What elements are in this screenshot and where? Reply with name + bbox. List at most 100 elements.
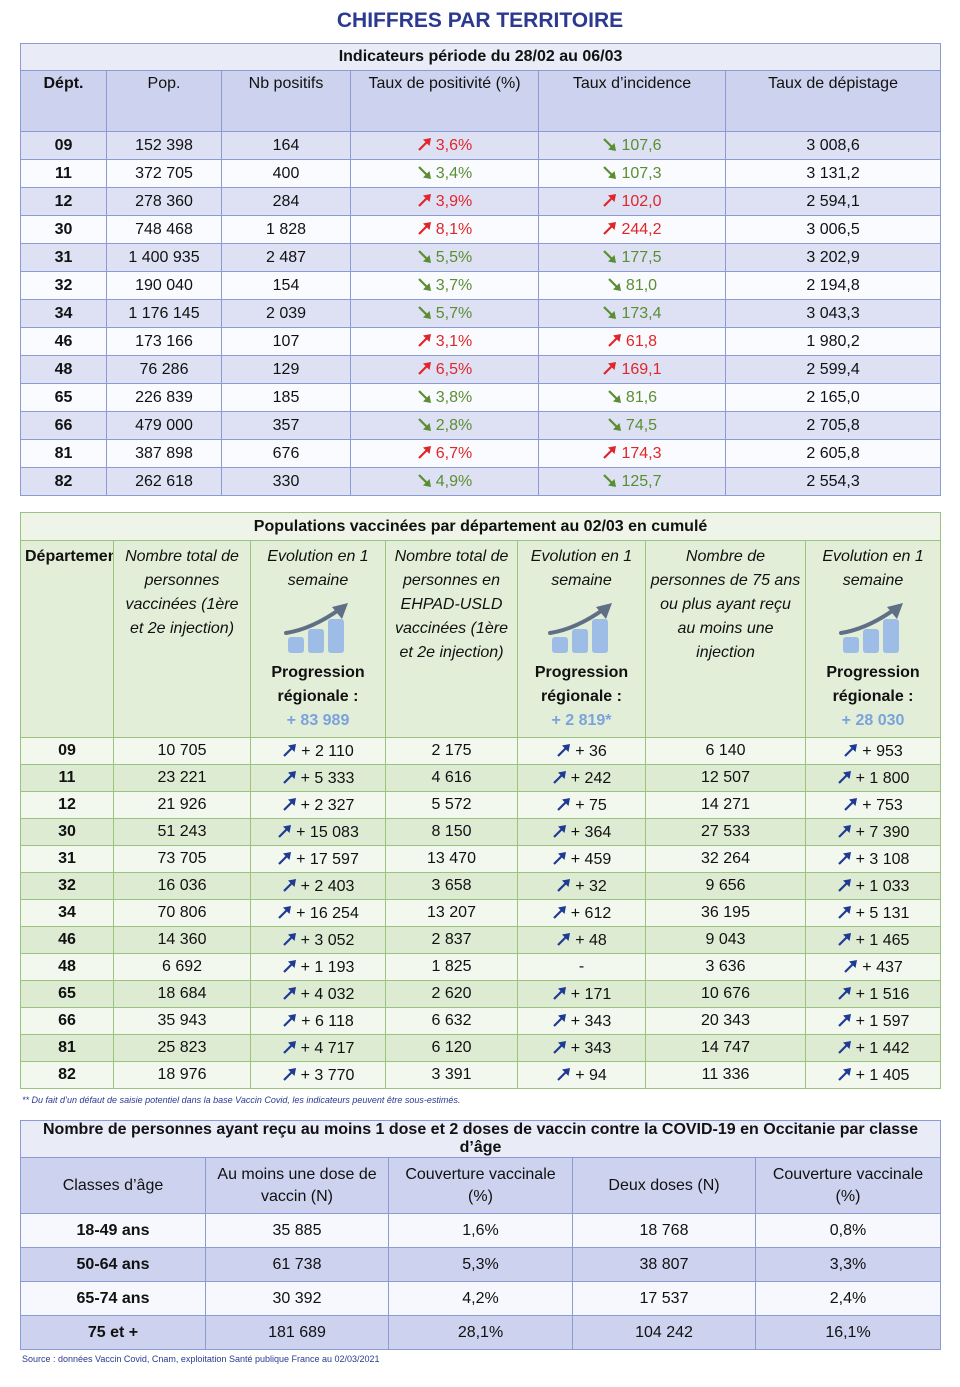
cell: 4 616: [385, 764, 518, 792]
cell-value: 74,5: [625, 417, 658, 434]
cell: 10 705: [113, 737, 251, 765]
trend-arrow: [282, 986, 296, 1000]
progress-icon: [284, 603, 348, 653]
cell: 8 150: [385, 818, 518, 846]
title: CHIFFRES PAR TERRITOIRE: [336, 9, 624, 32]
trend-arrow: [552, 851, 566, 865]
cell: 09: [20, 131, 107, 160]
cell: 5,3%: [388, 1247, 573, 1282]
data-row: 32 16 036 + 2 403 3 658 + 32 9 656 + 1 033: [20, 872, 942, 900]
cell: 125,7: [538, 467, 726, 496]
cell-value: 3,6%: [435, 137, 473, 154]
trend-arrow: [417, 334, 431, 347]
cell: 174,3: [538, 439, 726, 468]
cell: 107: [221, 327, 351, 356]
cell: 32: [20, 271, 107, 300]
cell-value: 6,5%: [435, 361, 473, 378]
trend-arrow: [608, 334, 621, 347]
cell-value: 177,5: [621, 249, 662, 266]
cell: + 612: [517, 899, 646, 927]
cell: 2 599,4: [724, 355, 942, 384]
cell: 30 392: [205, 1281, 389, 1316]
cell: 81,6: [538, 383, 726, 412]
cell: 48: [20, 953, 114, 981]
cell-value: 8,1%: [435, 221, 473, 238]
source: Source : données Vaccin Covid, Cnam, exp…: [22, 1354, 380, 1364]
trend-arrow: [837, 851, 851, 865]
cell: 2 487: [221, 243, 351, 272]
cell-value: + 171: [570, 985, 612, 1003]
cell: 330: [221, 467, 351, 496]
cell: 3 391: [385, 1061, 518, 1089]
cell: + 17 597: [250, 845, 386, 873]
cell: + 1 597: [804, 1007, 942, 1035]
column-header: Nombre total de personnes en EHPAD-USLD …: [385, 540, 518, 738]
cell: 2,4%: [755, 1281, 941, 1316]
trend-arrow: [417, 474, 431, 487]
trend-arrow: [608, 390, 621, 403]
cell: 34: [20, 299, 107, 328]
cell: 1 828: [221, 215, 351, 244]
data-row: 34 70 806 + 16 254 13 207 + 612 36 195 + 5 131: [20, 899, 942, 927]
data-row: 65 226 839 185 3,8% 81,6 2 165,0: [20, 383, 942, 412]
cell: 9 043: [645, 926, 806, 954]
caption-row: Populations vaccinées par département au…: [19, 512, 942, 541]
header-label: Evolution en 1 semaine: [267, 548, 369, 589]
trend-arrow: [417, 250, 431, 263]
cell: 2 554,3: [724, 467, 942, 496]
data-row: 48 6 692 + 1 193 1 825 - 3 636 + 437: [20, 953, 942, 981]
cell-value: + 7 390: [855, 823, 910, 841]
trend-arrow: [278, 824, 292, 838]
cell: 181 689: [205, 1315, 389, 1350]
cell: + 364: [517, 818, 646, 846]
cell: 11 336: [645, 1061, 806, 1089]
cell: + 2 403: [250, 872, 386, 900]
cell: + 1 465: [804, 926, 942, 954]
cell: 1,6%: [388, 1213, 573, 1248]
footnote: ** Du fait d’un défaut de saisie potenti…: [22, 1095, 461, 1105]
trend-arrow: [282, 770, 296, 784]
cell-value: + 3 770: [300, 1066, 355, 1084]
column-header: Au moins une dose de vaccin (N): [205, 1157, 389, 1214]
data-row: 81 25 823 + 4 717 6 120 + 343 14 747 + 1 442: [20, 1034, 942, 1062]
cell: + 3 108: [804, 845, 942, 873]
cell: 09: [20, 737, 114, 765]
data-row: 09 152 398 164 3,6% 107,6 3 008,6: [20, 131, 942, 160]
cell-value: + 343: [570, 1039, 612, 1057]
cell: + 343: [517, 1007, 646, 1035]
cell-value: + 1 442: [855, 1039, 910, 1057]
cell: 81: [20, 439, 107, 468]
data-row: 66 479 000 357 2,8% 74,5 2 705,8: [20, 411, 942, 440]
cell: 36 195: [645, 899, 806, 927]
cell: 3,8%: [350, 383, 539, 412]
cell-value: + 364: [570, 823, 612, 841]
cell: + 5 333: [250, 764, 386, 792]
cell: + 1 193: [250, 953, 386, 981]
cell: + 242: [517, 764, 646, 792]
trend-arrow: [603, 362, 617, 375]
cell: 17 537: [572, 1281, 756, 1316]
cell: 2 594,1: [724, 187, 942, 216]
trend-arrow: [603, 222, 617, 235]
column-header: Evolution en 1 semaine Progression région…: [250, 540, 386, 738]
cell: 34: [20, 899, 114, 927]
cell-value: + 5 333: [300, 769, 355, 787]
trend-arrow: [278, 905, 292, 919]
cell: 2 620: [385, 980, 518, 1008]
header-total: + 2 819*: [551, 712, 612, 729]
cell: 278 360: [106, 187, 222, 216]
trend-arrow: [282, 959, 296, 973]
cell-value: + 16 254: [296, 904, 359, 922]
cell: + 6 118: [250, 1007, 386, 1035]
cell: 13 207: [385, 899, 518, 927]
caption-row: Indicateurs période du 28/02 au 06/03: [19, 43, 942, 71]
trend-arrow: [837, 1040, 851, 1054]
cell-value: + 3 052: [300, 931, 355, 949]
cell: + 4 717: [250, 1034, 386, 1062]
cell: 82: [20, 467, 107, 496]
cell: + 3 052: [250, 926, 386, 954]
cell: 51 243: [113, 818, 251, 846]
cell-value: + 1 800: [855, 769, 910, 787]
cell: 5,7%: [350, 299, 539, 328]
data-row: 48 76 286 129 6,5% 169,1 2 599,4: [20, 355, 942, 384]
